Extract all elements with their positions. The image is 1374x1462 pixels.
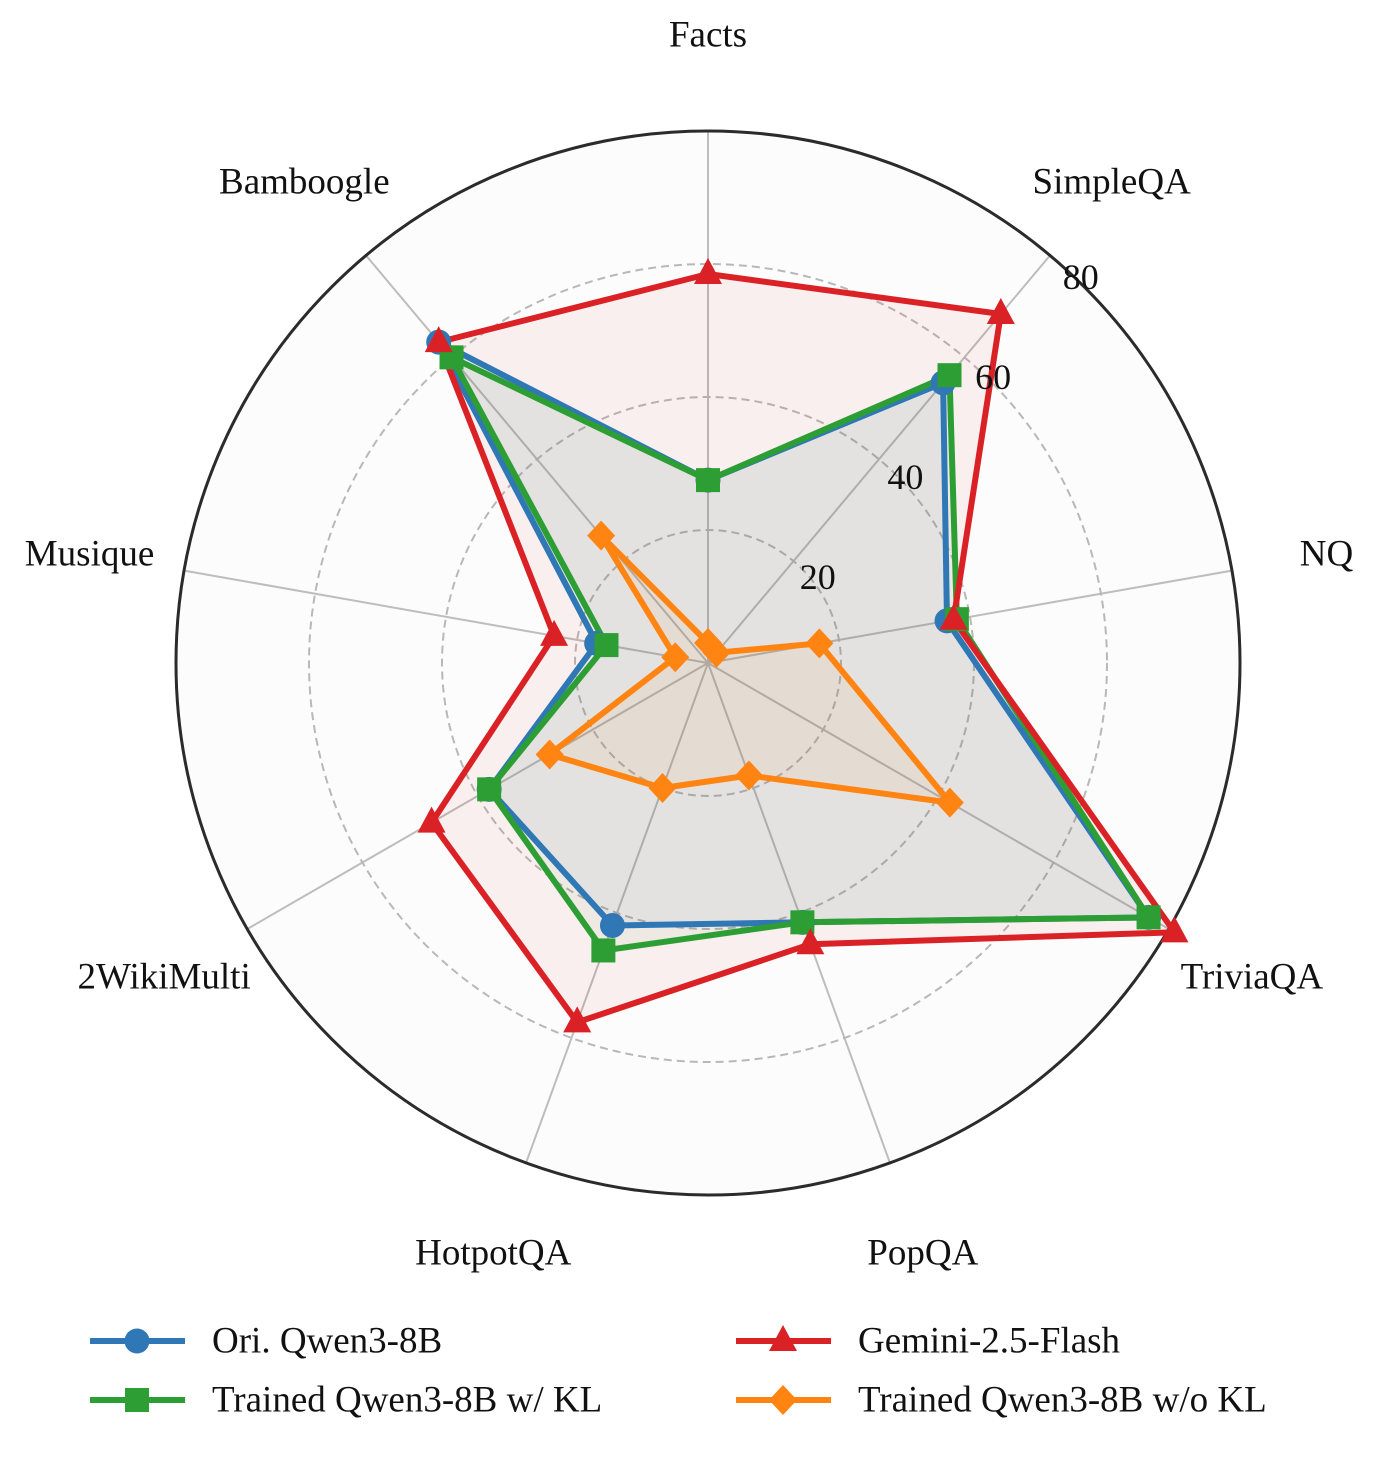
series-fills (431, 274, 1175, 1023)
legend-label: Trained Qwen3-8B w/ KL (212, 1380, 602, 1421)
data-point-gemini-2-5-flash-simpleqa (986, 298, 1015, 325)
data-point-gemini-2-5-flash-hotpotqa (563, 1006, 592, 1033)
spoke-triviaqa (707, 662, 1170, 930)
axis-label-2wikimulti: 2WikiMulti (78, 957, 251, 998)
legend-marker-diamond (769, 1385, 797, 1415)
series-line-trained-qwen3-8b-w-o-kl (546, 532, 953, 806)
axis-label-hotpotqa: HotpotQA (415, 1233, 572, 1274)
data-point-gemini-2-5-flash-facts (694, 257, 722, 284)
data-point-trained-qwen3-8b-w-o-kl-popqa (734, 760, 763, 791)
legend-item-gemini-2-5-flash: Gemini-2.5-Flash (736, 1321, 1121, 1362)
series-fill-ori-qwen3-8b (438, 342, 1149, 926)
legend-item-ori-qwen3-8b: Ori. Qwen3-8B (90, 1321, 442, 1362)
axis-label-facts: Facts (669, 15, 747, 56)
radial-tick-20: 20 (800, 557, 836, 597)
data-point-trained-qwen3-8b-w-o-kl-nq (805, 628, 834, 659)
data-point-gemini-2-5-flash-musique (540, 619, 569, 646)
legend-marker-triangle (769, 1325, 797, 1351)
axis-label-popqa: PopQA (867, 1233, 978, 1274)
data-point-trained-qwen3-8b-w-kl-facts (696, 468, 720, 493)
data-point-trained-qwen3-8b-w-o-kl-musique (661, 642, 690, 673)
legend: Ori. Qwen3-8B Trained Qwen3-8B w/ KL Gemin… (90, 1321, 1267, 1421)
series-fill-gemini-2-5-flash (431, 274, 1175, 1023)
grid-ring-20 (574, 529, 842, 797)
data-point-trained-qwen3-8b-w-o-kl-bamboogle (587, 520, 616, 551)
data-point-trained-qwen3-8b-w-o-kl-2wikimulti (535, 739, 564, 770)
axis-labels: Facts SimpleQA NQ TriviaQA PopQA HotpotQA 2Wik… (25, 15, 1354, 1274)
data-point-gemini-2-5-flash-nq (939, 603, 968, 630)
legend-marker-circle (124, 1328, 150, 1354)
radial-tick-80: 80 (1063, 257, 1099, 297)
radial-tick-labels: 20 40 60 80 (800, 257, 1099, 597)
data-point-trained-qwen3-8b-w-o-kl-simpleqa (702, 637, 731, 668)
legend-marker-square (125, 1388, 149, 1412)
legend-item-trained-qwen3-8b-w-o-kl: Trained Qwen3-8B w/o KL (736, 1380, 1267, 1421)
series-lines (428, 271, 1178, 1026)
data-point-trained-qwen3-8b-w-o-kl-triviaqa (935, 787, 964, 818)
radial-tick-60: 60 (975, 357, 1011, 397)
data-point-trained-qwen3-8b-w-kl-2wikimulti (477, 777, 502, 802)
data-point-trained-qwen3-8b-w-kl-hotpotqa (591, 938, 616, 963)
series-markers (417, 257, 1189, 1033)
data-point-trained-qwen3-8b-w-kl-simpleqa (937, 363, 962, 388)
data-point-trained-qwen3-8b-w-kl-musique (594, 633, 619, 658)
data-point-trained-qwen3-8b-w-o-kl-hotpotqa (648, 772, 677, 803)
data-point-gemini-2-5-flash-bamboogle (424, 326, 453, 353)
data-point-ori-qwen3-8b-hotpotqa (599, 912, 625, 938)
axis-label-bamboogle: Bamboogle (219, 161, 390, 202)
series-fill-trained-qwen3-8b-w-o-kl (549, 535, 950, 803)
data-point-gemini-2-5-flash-popqa (796, 928, 825, 955)
axis-label-simpleqa: SimpleQA (1033, 161, 1192, 202)
axis-label-nq: NQ (1300, 533, 1354, 574)
axis-label-triviaqa: TriviaQA (1181, 957, 1324, 998)
radial-tick-40: 40 (887, 457, 923, 497)
legend-label: Trained Qwen3-8B w/o KL (858, 1380, 1267, 1421)
legend-label: Gemini-2.5-Flash (858, 1321, 1121, 1362)
axis-label-musique: Musique (25, 533, 155, 574)
data-point-gemini-2-5-flash-2wikimulti (417, 806, 446, 833)
series-line-ori-qwen3-8b (435, 339, 1152, 929)
legend-item-trained-qwen3-8b-w-kl: Trained Qwen3-8B w/ KL (90, 1380, 602, 1421)
spoke-musique (183, 569, 709, 664)
outer-ring (174, 129, 1242, 1197)
series-fill-trained-qwen3-8b-w-kl (451, 357, 1149, 951)
legend-label: Ori. Qwen3-8B (212, 1321, 442, 1362)
data-point-gemini-2-5-flash-triviaqa (1160, 916, 1189, 943)
series-line-trained-qwen3-8b-w-kl (448, 354, 1152, 954)
data-point-trained-qwen3-8b-w-kl-triviaqa (1136, 905, 1161, 930)
series-line-gemini-2-5-flash (428, 271, 1178, 1026)
